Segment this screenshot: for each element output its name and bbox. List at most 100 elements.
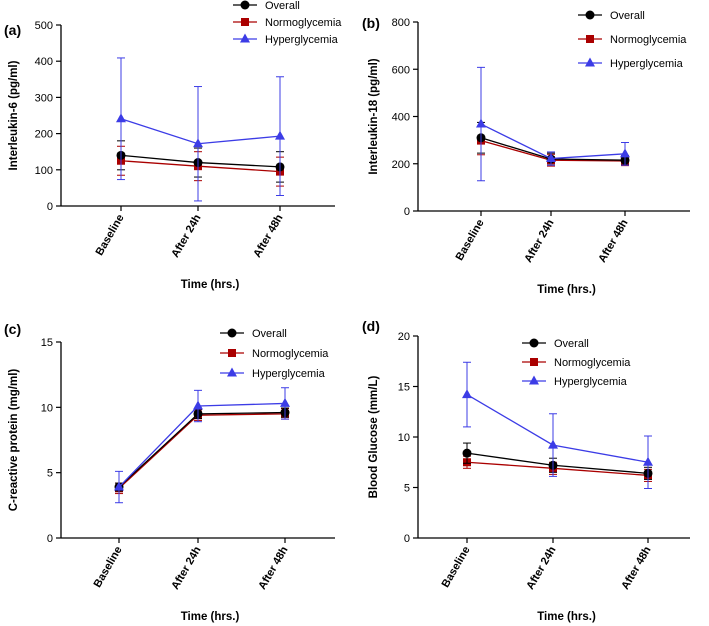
panel-d-label: (d) — [362, 318, 380, 334]
panel-b-label: (b) — [362, 15, 380, 31]
panel-b-category-label: Baseline — [454, 218, 487, 263]
panel-c-category-label: After 48h — [256, 544, 290, 592]
panel-d: (d) 0 5 10 15 20 Baseline After 24h After 48h Blo… — [362, 318, 690, 623]
panel-a-label: (a) — [4, 22, 21, 38]
panel-d-series-normoglycemia — [463, 455, 652, 482]
panel-b-category-label: After 24h — [522, 217, 556, 265]
panel-d-x-title: Time (hrs.) — [537, 611, 596, 623]
panel-c-legend: Overall Normoglycemia Hyperglycemia — [220, 328, 329, 380]
panel-d-y-tick-label: 15 — [398, 382, 410, 394]
panel-d-hyperglycemia-marker-0 — [462, 389, 472, 399]
panel-c-legend-hyperglycemia-marker-0 — [227, 367, 237, 377]
panel-d-y-tick-label: 20 — [398, 331, 410, 343]
panel-c-normoglycemia-line — [118, 413, 286, 489]
panel-b-hyperglycemia-marker-2 — [620, 148, 630, 158]
panel-a-legend-label-overall: Overall — [265, 0, 300, 12]
panel-c-category-label: Baseline — [92, 545, 125, 590]
panel-b-hyperglycemia-marker-1 — [546, 153, 556, 163]
panel-a-category-label: After 48h — [251, 212, 285, 260]
panel-a: (a) 0 100 200 300 400 500 Baseline After 24h Afte… — [4, 0, 342, 291]
panel-c-label: (c) — [4, 321, 21, 337]
panel-a-hyperglycemia-marker-0 — [116, 113, 126, 123]
panel-d-category-label: After 24h — [524, 544, 558, 592]
panel-a-legend-label-normoglycemia: Normoglycemia — [265, 17, 342, 29]
panel-b-y-tick-label: 600 — [392, 64, 410, 76]
panel-c-x-title: Time (hrs.) — [181, 611, 240, 623]
panel-c-series-hyperglycemia — [114, 387, 290, 504]
panel-d-hyperglycemia-marker-2 — [643, 456, 653, 466]
panel-b-legend-label-normoglycemia: Normoglycemia — [610, 34, 687, 46]
panel-a-legend-overall-marker-0 — [240, 0, 250, 10]
panel-c-hyperglycemia-marker-0 — [114, 481, 124, 491]
panel-a-legend: Overall Normoglycemia Hyperglycemia — [233, 0, 342, 46]
panel-d-overall-line — [466, 452, 649, 475]
panel-b-y-tick-label: 800 — [392, 17, 410, 29]
panel-d-legend-hyperglycemia-marker-0 — [529, 375, 539, 385]
panel-a-hyperglycemia-marker-2 — [275, 130, 285, 140]
panel-b-y-tick-label: 400 — [392, 112, 410, 124]
panel-a-legend-label-hyperglycemia: Hyperglycemia — [265, 34, 339, 46]
panel-b-legend-label-hyperglycemia: Hyperglycemia — [610, 58, 684, 70]
panel-d-y-tick-label: 0 — [404, 533, 410, 545]
panel-d-legend-label-hyperglycemia: Hyperglycemia — [554, 376, 628, 388]
panel-b-category-label: After 48h — [596, 217, 630, 265]
panel-a-category-label: After 24h — [169, 212, 203, 260]
panel-c-legend-normoglycemia-marker-0 — [228, 349, 236, 357]
panel-c-y-title: C-reactive protein (mg/ml) — [8, 369, 20, 512]
panel-d-legend: Overall Normoglycemia Hyperglycemia — [522, 338, 631, 388]
panel-b: (b) 0 200 400 600 800 Baseline After 24h After 4… — [362, 10, 690, 296]
panel-a-y-tick-label: 300 — [35, 92, 53, 104]
panel-a-x-title: Time (hrs.) — [181, 279, 240, 291]
panel-c-legend-overall-marker-0 — [227, 328, 237, 338]
panel-b-legend-label-overall: Overall — [610, 10, 645, 22]
panel-d-overall-marker-0 — [462, 448, 472, 458]
panel-c-category-label: After 24h — [169, 544, 203, 592]
panel-b-hyperglycemia-marker-0 — [476, 118, 486, 128]
panel-a-y-title: Interleukin-6 (pg/ml) — [8, 60, 20, 170]
panel-d-legend-normoglycemia-marker-0 — [530, 358, 538, 366]
panel-c-hyperglycemia-marker-1 — [193, 400, 203, 410]
panel-d-normoglycemia-line — [466, 461, 649, 477]
panel-b-series-hyperglycemia — [476, 66, 630, 182]
panel-b-legend-hyperglycemia-marker-0 — [585, 57, 595, 67]
panel-a-y-tick-label: 200 — [35, 129, 53, 141]
panel-d-category-label: Baseline — [440, 545, 473, 590]
panel-c-y-tick-label: 5 — [47, 468, 53, 480]
panel-a-category-label: Baseline — [94, 213, 127, 258]
panel-a-y-tick-label: 0 — [47, 201, 53, 213]
panel-a-hyperglycemia-line — [120, 118, 281, 145]
panel-c-hyperglycemia-marker-2 — [280, 397, 290, 407]
panel-a-series-hyperglycemia — [116, 57, 285, 202]
panel-b-legend: Overall Normoglycemia Hyperglycemia — [578, 10, 687, 70]
panel-b-y-title: Interleukin-18 (pg/ml) — [368, 58, 380, 174]
panel-d-category-label: After 48h — [619, 544, 653, 592]
panel-a-hyperglycemia-marker-1 — [193, 138, 203, 148]
panel-d-y-title: Blood Glucose (mm/L) — [368, 375, 380, 498]
panel-c-y-tick-label: 10 — [41, 402, 53, 414]
panel-c-y-tick-label: 15 — [41, 337, 53, 349]
panel-a-legend-hyperglycemia-marker-0 — [240, 33, 250, 43]
panel-a-legend-normoglycemia-marker-0 — [241, 18, 249, 26]
panel-d-legend-label-overall: Overall — [554, 338, 589, 350]
panel-c-y-tick-label: 0 — [47, 533, 53, 545]
panel-d-y-tick-label: 10 — [398, 432, 410, 444]
panel-c-legend-label-overall: Overall — [252, 328, 287, 340]
panel-d-legend-overall-marker-0 — [529, 338, 539, 348]
panel-c-legend-label-normoglycemia: Normoglycemia — [252, 348, 329, 360]
panel-a-y-tick-label: 500 — [35, 20, 53, 32]
panel-d-series-hyperglycemia — [462, 361, 653, 490]
panel-d-legend-label-normoglycemia: Normoglycemia — [554, 357, 631, 369]
panel-b-legend-normoglycemia-marker-0 — [586, 35, 594, 43]
panel-b-legend-overall-marker-0 — [585, 10, 595, 20]
panel-a-y-tick-label: 100 — [35, 165, 53, 177]
panel-b-y-tick-label: 200 — [392, 159, 410, 171]
panel-c-legend-label-hyperglycemia: Hyperglycemia — [252, 368, 326, 380]
panel-b-x-title: Time (hrs.) — [537, 284, 596, 296]
panel-d-hyperglycemia-line — [466, 394, 649, 463]
panel-d-hyperglycemia-marker-1 — [548, 439, 558, 449]
panel-b-y-tick-label: 0 — [404, 206, 410, 218]
panel-a-y-tick-label: 400 — [35, 56, 53, 68]
panel-c: (c) 0 5 10 15 Baseline After 24h After 48h C-rea… — [4, 321, 335, 623]
panel-c-overall-line — [118, 411, 286, 488]
